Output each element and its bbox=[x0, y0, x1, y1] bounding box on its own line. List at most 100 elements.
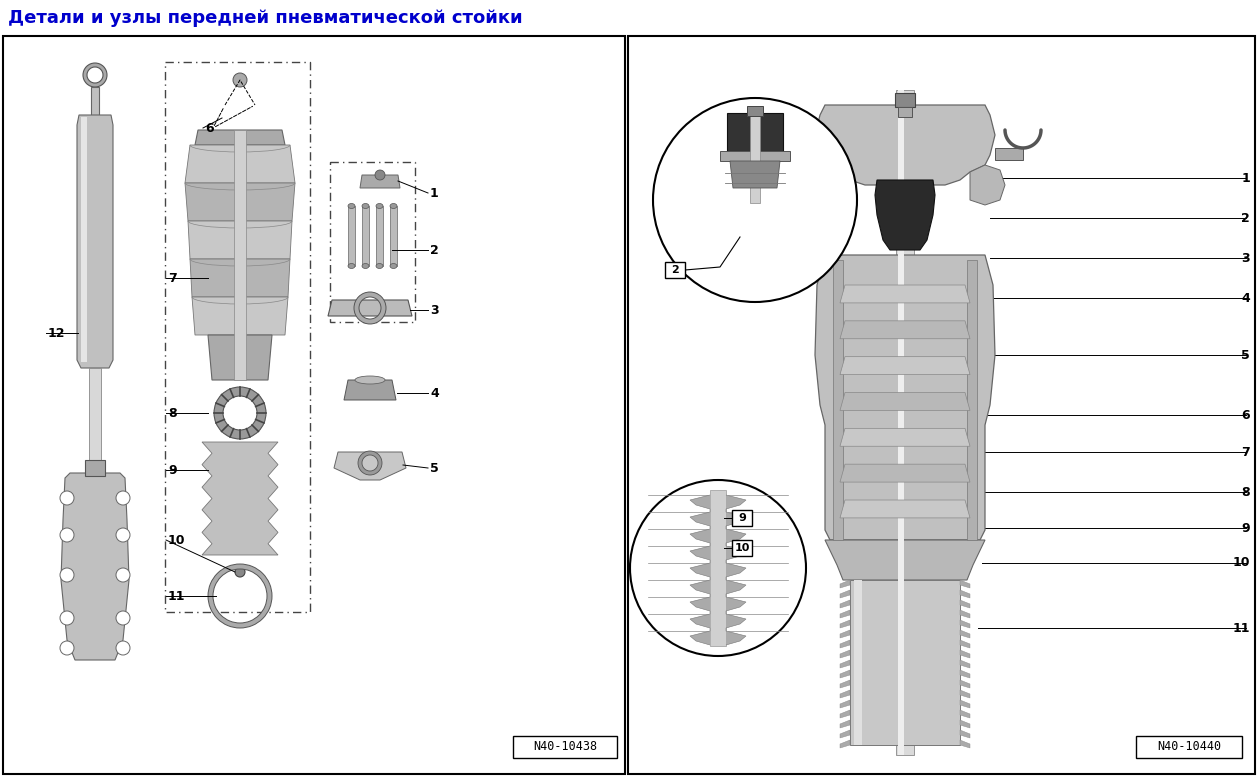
Bar bbox=[630, 37, 1254, 773]
Ellipse shape bbox=[390, 264, 398, 268]
Text: 11: 11 bbox=[1233, 622, 1250, 635]
Circle shape bbox=[60, 528, 74, 542]
Polygon shape bbox=[960, 680, 970, 688]
Circle shape bbox=[60, 611, 74, 625]
Ellipse shape bbox=[362, 264, 369, 268]
Circle shape bbox=[375, 170, 385, 180]
Text: 9: 9 bbox=[738, 513, 746, 523]
Text: 4: 4 bbox=[1242, 292, 1250, 304]
Bar bbox=[665, 262, 686, 278]
Circle shape bbox=[60, 641, 74, 655]
Polygon shape bbox=[840, 356, 970, 374]
Polygon shape bbox=[960, 580, 970, 588]
Bar bbox=[348, 206, 355, 266]
Ellipse shape bbox=[390, 204, 398, 209]
Polygon shape bbox=[343, 380, 396, 400]
Bar bbox=[234, 130, 247, 380]
Polygon shape bbox=[840, 720, 850, 728]
Polygon shape bbox=[840, 740, 850, 748]
Circle shape bbox=[60, 568, 74, 582]
Bar bbox=[732, 540, 752, 556]
Text: 8: 8 bbox=[1242, 485, 1250, 499]
Polygon shape bbox=[840, 630, 850, 638]
Polygon shape bbox=[187, 221, 292, 259]
Polygon shape bbox=[815, 255, 995, 540]
Text: N40-10438: N40-10438 bbox=[533, 741, 598, 754]
Polygon shape bbox=[328, 300, 413, 316]
Polygon shape bbox=[840, 700, 850, 708]
Bar bbox=[894, 93, 915, 107]
Polygon shape bbox=[840, 680, 850, 688]
Polygon shape bbox=[185, 183, 294, 221]
Circle shape bbox=[630, 480, 806, 656]
Bar bbox=[727, 113, 782, 151]
Text: 12: 12 bbox=[48, 327, 65, 339]
Polygon shape bbox=[960, 610, 970, 618]
Bar bbox=[91, 87, 99, 115]
Text: 11: 11 bbox=[169, 590, 185, 602]
Text: 8: 8 bbox=[169, 406, 176, 419]
Polygon shape bbox=[185, 145, 294, 183]
Text: 9: 9 bbox=[1242, 521, 1250, 534]
Polygon shape bbox=[960, 650, 970, 658]
Text: Детали и узлы передней пневматической стойки: Детали и узлы передней пневматической ст… bbox=[8, 9, 522, 27]
Bar bbox=[710, 490, 726, 646]
Polygon shape bbox=[960, 720, 970, 728]
Text: 6: 6 bbox=[205, 121, 214, 135]
Text: 1: 1 bbox=[430, 187, 439, 199]
Bar bbox=[81, 117, 87, 362]
Polygon shape bbox=[960, 740, 970, 748]
Polygon shape bbox=[840, 730, 850, 738]
Text: 9: 9 bbox=[169, 464, 176, 476]
Ellipse shape bbox=[348, 264, 355, 268]
Polygon shape bbox=[689, 495, 710, 645]
Polygon shape bbox=[840, 600, 850, 608]
Polygon shape bbox=[960, 670, 970, 678]
Polygon shape bbox=[335, 452, 406, 480]
Text: 10: 10 bbox=[1233, 556, 1250, 569]
Polygon shape bbox=[840, 429, 970, 447]
Polygon shape bbox=[192, 297, 288, 335]
Bar bbox=[732, 510, 752, 526]
Bar bbox=[850, 580, 960, 745]
Polygon shape bbox=[195, 130, 286, 145]
Ellipse shape bbox=[362, 204, 369, 209]
Polygon shape bbox=[840, 590, 850, 598]
Text: 2: 2 bbox=[430, 244, 439, 257]
Polygon shape bbox=[815, 105, 995, 185]
Bar bbox=[362, 206, 369, 266]
Polygon shape bbox=[77, 115, 113, 368]
Bar bbox=[628, 36, 1255, 774]
Text: 1: 1 bbox=[1242, 171, 1250, 184]
Circle shape bbox=[116, 611, 130, 625]
Polygon shape bbox=[960, 600, 970, 608]
Bar bbox=[86, 460, 104, 476]
Polygon shape bbox=[960, 630, 970, 638]
Bar bbox=[513, 736, 616, 758]
Text: 7: 7 bbox=[1242, 446, 1250, 458]
Polygon shape bbox=[840, 580, 850, 588]
Bar bbox=[747, 106, 764, 116]
Polygon shape bbox=[840, 321, 970, 338]
Circle shape bbox=[116, 491, 130, 505]
Polygon shape bbox=[190, 259, 291, 297]
Circle shape bbox=[235, 567, 245, 577]
Polygon shape bbox=[825, 540, 985, 580]
Polygon shape bbox=[840, 285, 970, 303]
Polygon shape bbox=[730, 161, 780, 188]
Bar bbox=[750, 108, 760, 203]
Polygon shape bbox=[840, 464, 970, 482]
Polygon shape bbox=[840, 710, 850, 718]
Circle shape bbox=[116, 528, 130, 542]
Circle shape bbox=[60, 491, 74, 505]
Polygon shape bbox=[960, 620, 970, 628]
Bar bbox=[376, 206, 382, 266]
Polygon shape bbox=[960, 710, 970, 718]
Text: 5: 5 bbox=[1242, 349, 1250, 362]
Polygon shape bbox=[840, 392, 970, 411]
Text: 3: 3 bbox=[430, 303, 439, 317]
Polygon shape bbox=[840, 500, 970, 518]
Bar bbox=[390, 206, 398, 266]
Bar bbox=[833, 260, 843, 540]
Polygon shape bbox=[203, 442, 278, 555]
